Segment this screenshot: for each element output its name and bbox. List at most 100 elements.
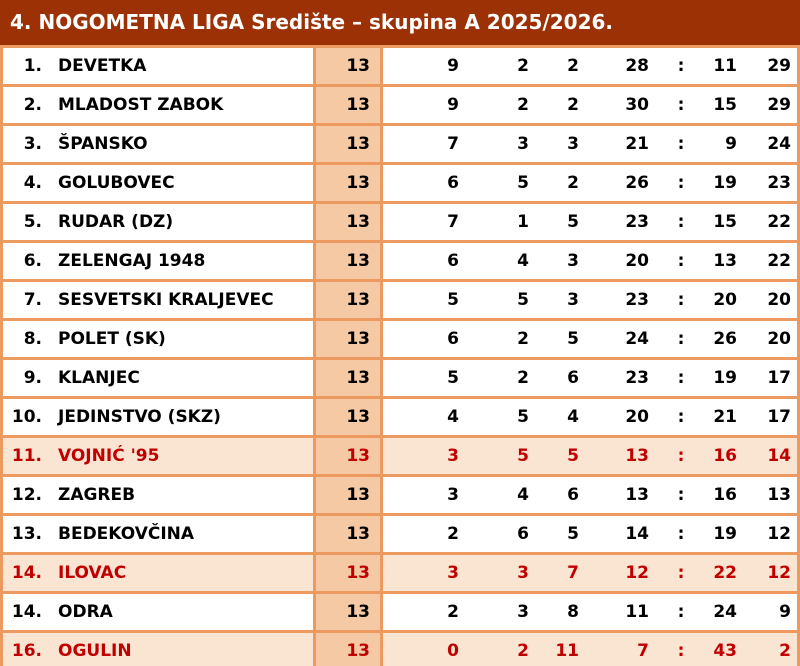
wins-cell: 7 xyxy=(447,134,459,154)
goals-against-cell: 19 xyxy=(713,173,737,193)
table-row: 8. POLET (SK) 13 6 2 5 24 : 26 20 xyxy=(3,321,797,357)
played-cell: 13 xyxy=(316,360,380,396)
losses-cell: 8 xyxy=(567,602,579,622)
table-row: 2. MLADOST ZABOK 13 9 2 2 30 : 15 29 xyxy=(3,87,797,123)
column-divider xyxy=(380,360,383,396)
draws-cell: 1 xyxy=(517,212,529,232)
goals-against-cell: 15 xyxy=(713,95,737,115)
played-cell: 13 xyxy=(316,87,380,123)
goals-for-cell: 23 xyxy=(625,212,649,232)
goals-for-cell: 11 xyxy=(625,602,649,622)
column-divider xyxy=(380,438,383,474)
goals-against-cell: 13 xyxy=(713,251,737,271)
wins-cell: 6 xyxy=(447,329,459,349)
goals-separator: : xyxy=(677,446,685,466)
goals-against-cell: 16 xyxy=(713,485,737,505)
goals-for-cell: 12 xyxy=(625,563,649,583)
goals-against-cell: 21 xyxy=(713,407,737,427)
draws-cell: 2 xyxy=(517,368,529,388)
points-cell: 22 xyxy=(767,212,791,232)
column-divider xyxy=(380,243,383,279)
goals-separator: : xyxy=(677,212,685,232)
page-title: 4. NOGOMETNA LIGA Središte – skupina A 2… xyxy=(10,10,614,34)
column-divider xyxy=(313,633,316,666)
column-divider xyxy=(380,48,383,84)
goals-separator: : xyxy=(677,134,685,154)
column-divider xyxy=(313,87,316,123)
table-row: 3. ŠPANSKO 13 7 3 3 21 : 9 24 xyxy=(3,126,797,162)
goals-for-cell: 28 xyxy=(625,56,649,76)
draws-cell: 6 xyxy=(517,524,529,544)
points-cell: 22 xyxy=(767,251,791,271)
wins-cell: 3 xyxy=(447,485,459,505)
draws-cell: 5 xyxy=(517,446,529,466)
points-cell: 14 xyxy=(767,446,791,466)
wins-cell: 9 xyxy=(447,56,459,76)
points-cell: 17 xyxy=(767,407,791,427)
goals-separator: : xyxy=(677,524,685,544)
wins-cell: 3 xyxy=(447,446,459,466)
losses-cell: 4 xyxy=(567,407,579,427)
position-cell: 2. xyxy=(23,95,42,115)
position-cell: 14. xyxy=(11,563,42,583)
wins-cell: 5 xyxy=(447,290,459,310)
points-cell: 9 xyxy=(779,602,791,622)
losses-cell: 5 xyxy=(567,329,579,349)
wins-cell: 5 xyxy=(447,368,459,388)
team-name-cell: DEVETKA xyxy=(58,56,147,76)
column-divider xyxy=(380,282,383,318)
goals-against-cell: 9 xyxy=(725,134,737,154)
team-name-cell: BEDEKOVČINA xyxy=(58,524,195,544)
goals-against-cell: 20 xyxy=(713,290,737,310)
league-table-body: 1. DEVETKA 13 9 2 2 28 : 11 29 2. MLADOS… xyxy=(0,48,800,666)
played-cell: 13 xyxy=(316,126,380,162)
table-row: 12. ZAGREB 13 3 4 6 13 : 16 13 xyxy=(3,477,797,513)
team-name-cell: SESVETSKI KRALJEVEC xyxy=(58,290,274,310)
position-cell: 12. xyxy=(11,485,42,505)
column-divider xyxy=(313,594,316,630)
wins-cell: 2 xyxy=(447,524,459,544)
wins-cell: 7 xyxy=(447,212,459,232)
wins-cell: 6 xyxy=(447,251,459,271)
draws-cell: 3 xyxy=(517,563,529,583)
points-cell: 20 xyxy=(767,329,791,349)
goals-for-cell: 13 xyxy=(625,446,649,466)
table-row: 4. GOLUBOVEC 13 6 5 2 26 : 19 23 xyxy=(3,165,797,201)
position-cell: 1. xyxy=(23,56,42,76)
wins-cell: 9 xyxy=(447,95,459,115)
played-cell: 13 xyxy=(316,399,380,435)
team-name-cell: MLADOST ZABOK xyxy=(58,95,224,115)
goals-for-cell: 26 xyxy=(625,173,649,193)
team-name-cell: OGULIN xyxy=(58,641,132,661)
goals-against-cell: 19 xyxy=(713,368,737,388)
goals-for-cell: 14 xyxy=(625,524,649,544)
goals-separator: : xyxy=(677,407,685,427)
column-divider xyxy=(380,594,383,630)
wins-cell: 6 xyxy=(447,173,459,193)
table-row: 13. BEDEKOVČINA 13 2 6 5 14 : 19 12 xyxy=(3,516,797,552)
played-cell: 13 xyxy=(316,438,380,474)
goals-for-cell: 24 xyxy=(625,329,649,349)
column-divider xyxy=(313,477,316,513)
goals-for-cell: 20 xyxy=(625,407,649,427)
played-cell: 13 xyxy=(316,243,380,279)
table-row: 5. RUDAR (DZ) 13 7 1 5 23 : 15 22 xyxy=(3,204,797,240)
table-row: 10. JEDINSTVO (SKZ) 13 4 5 4 20 : 21 17 xyxy=(3,399,797,435)
points-cell: 13 xyxy=(767,485,791,505)
goals-against-cell: 22 xyxy=(713,563,737,583)
goals-separator: : xyxy=(677,251,685,271)
played-cell: 13 xyxy=(316,282,380,318)
draws-cell: 5 xyxy=(517,407,529,427)
goals-separator: : xyxy=(677,641,685,661)
position-cell: 16. xyxy=(11,641,42,661)
table-row: 16. OGULIN 13 0 2 11 7 : 43 2 xyxy=(3,633,797,666)
points-cell: 12 xyxy=(767,524,791,544)
position-cell: 9. xyxy=(23,368,42,388)
goals-separator: : xyxy=(677,329,685,349)
team-name-cell: KLANJEC xyxy=(58,368,140,388)
goals-separator: : xyxy=(677,602,685,622)
goals-separator: : xyxy=(677,485,685,505)
goals-for-cell: 7 xyxy=(637,641,649,661)
goals-for-cell: 21 xyxy=(625,134,649,154)
